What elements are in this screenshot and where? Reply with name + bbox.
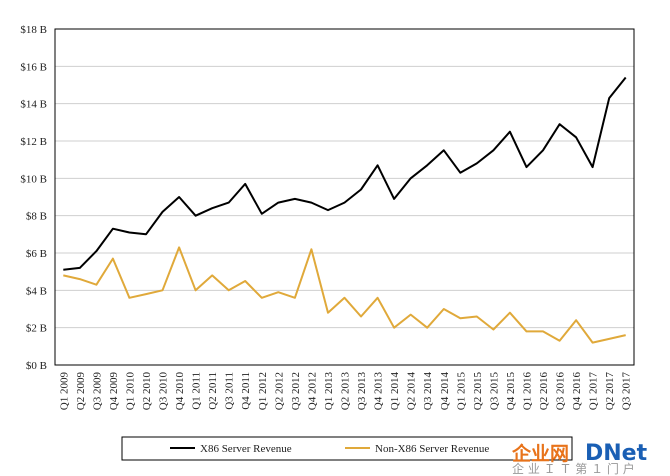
x-tick-label: Q4 2012 [306,372,318,410]
y-axis-tick-labels: $0 B $2 B $4 B $6 B $8 B $10 B $12 B $14 B $16 B… [20,24,47,372]
x-tick-label: Q2 2010 [141,372,153,411]
x-tick-label: Q1 2012 [257,372,269,410]
x-tick-label: Q3 2010 [158,372,170,411]
x-tick-label: Q3 2011 [224,372,236,410]
x-tick-label: Q3 2015 [488,372,500,411]
x-tick-label: Q3 2013 [356,372,368,411]
gridlines [54,28,635,366]
watermark-brand-left: 企业网 [511,442,569,465]
x-tick-label: Q2 2012 [273,372,285,410]
x-tick-label: Q4 2009 [108,372,120,411]
y-tick-label: $12 B [20,136,47,148]
legend-label-non-x86: Non-X86 Server Revenue [375,443,489,455]
watermark-brand-right: DNet [585,441,648,466]
x-tick-label: Q2 2016 [538,372,550,411]
plot-area-border [54,28,635,366]
x-tick-label: Q1 2015 [455,372,467,411]
y-tick-label: $8 B [26,211,47,223]
x-tick-label: Q1 2009 [58,372,70,411]
watermark: 企业网 DNet 企 业 Ｉ Ｔ 第 １ 门 户 [511,441,648,476]
x-tick-label: Q1 2016 [521,372,533,411]
x-tick-label: Q2 2017 [604,372,616,411]
x-tick-label: Q2 2015 [472,372,484,411]
y-tick-label: $4 B [26,285,47,297]
x-tick-label: Q4 2011 [240,372,252,410]
legend-label-x86: X86 Server Revenue [200,443,292,455]
x-tick-label: Q1 2014 [389,372,401,411]
y-tick-label: $14 B [20,99,47,111]
x-tick-label: Q1 2010 [124,372,136,411]
x-tick-label: Q2 2009 [75,372,87,411]
x-tick-label: Q2 2011 [207,372,219,410]
series-lines [63,76,627,344]
legend: X86 Server Revenue Non-X86 Server Revenu… [121,436,573,461]
x-tick-label: Q3 2017 [621,372,633,411]
series-line-x86 [63,76,627,271]
x-tick-label: Q3 2016 [555,372,567,411]
watermark-slogan: 企 业 Ｉ Ｔ 第 １ 门 户 [512,461,635,476]
x-tick-label: Q1 2013 [323,372,335,411]
x-tick-label: Q3 2009 [91,372,103,411]
x-tick-label: Q2 2014 [406,372,418,411]
y-tick-label: $0 B [26,360,47,372]
x-tick-label: Q1 2017 [588,372,600,411]
y-tick-label: $18 B [20,24,47,36]
x-tick-label: Q2 2013 [340,372,352,411]
x-tick-label: Q3 2012 [290,372,302,410]
y-tick-label: $6 B [26,248,47,260]
y-tick-label: $16 B [20,61,47,73]
x-tick-label: Q3 2014 [422,372,434,411]
y-tick-label: $2 B [26,323,47,335]
x-tick-label: Q4 2010 [174,372,186,411]
series-line-non-x86 [63,246,626,344]
x-axis-tick-labels: Q1 2009 Q2 2009 Q3 2009 Q4 2009 Q1 2010 Q2 20… [58,372,632,411]
x-tick-label: Q4 2014 [439,372,451,411]
x-tick-label: Q1 2011 [191,372,203,410]
x-tick-label: Q4 2013 [373,372,385,411]
x-tick-label: Q4 2015 [505,372,517,411]
x-tick-label: Q4 2016 [571,372,583,411]
y-tick-label: $10 B [20,173,47,185]
